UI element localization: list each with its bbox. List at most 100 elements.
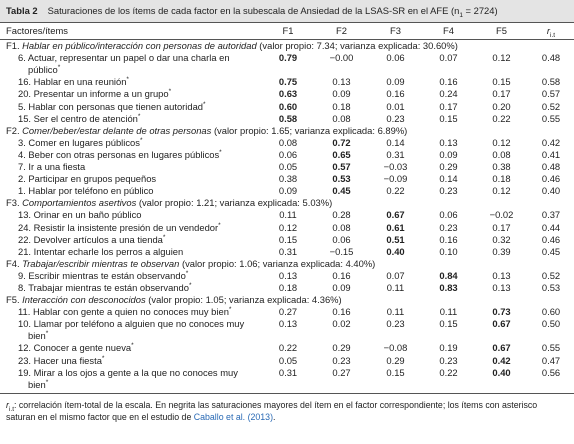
value-cell: −0.08 — [383, 342, 408, 354]
value-cell: 0.67 — [386, 209, 405, 221]
item-cell: 13. Orinar en un baño público — [0, 209, 262, 221]
value-cell: 0.27 — [314, 366, 369, 394]
value-cell: 0.23 — [439, 185, 458, 197]
item-cell: 8. Trabajar mientras te están observando… — [0, 282, 262, 294]
item-asterisk: * — [203, 100, 206, 108]
item-text: 24. Resistir la insistente presión de un… — [18, 221, 219, 233]
item-cell: 12. Conocer a gente nueva* — [0, 342, 262, 354]
item-text: 19. Mirar a los ojos a gente a la que no… — [18, 366, 238, 390]
value-cell: 0.05 — [278, 161, 298, 173]
footnote-text: : correlación ítem-total de la escala. E… — [6, 399, 538, 422]
item-wrap: 1. Hablar por teléfono en público — [18, 185, 260, 197]
item-asterisk: * — [228, 306, 232, 314]
section-row: F4. Trabajar/escribir mientras te observ… — [0, 258, 574, 270]
item-asterisk: * — [185, 269, 189, 277]
value-cell: 0.67 — [492, 342, 511, 354]
item-cell: 20. Presentar un informe a un grupo* — [0, 88, 262, 100]
item-text: 23. Hacer una fiesta — [18, 354, 102, 366]
value-cell: 0.23 — [439, 221, 458, 233]
value-cell: 0.56 — [528, 366, 574, 394]
value-cell: −0.00 — [329, 52, 354, 64]
item-asterisk: * — [101, 354, 105, 362]
item-cell: 2. Participar en grupos pequeños — [0, 173, 262, 185]
item-text: 10. Llamar por teléfono a alguien que no… — [18, 318, 245, 342]
item-asterisk: * — [131, 342, 134, 350]
value-cell: 0.55 — [541, 342, 561, 354]
value-cell: 0.14 — [386, 136, 405, 148]
section-label: F4. — [6, 257, 20, 269]
section-stats: (valor propio: 1.05; varianza explicada:… — [148, 294, 342, 306]
footnote: ri.t: correlación ítem-total de la escal… — [0, 394, 574, 428]
item-row: 21. Intentar echarle los perros a alguie… — [0, 246, 574, 258]
value-cell: 0.13 — [278, 318, 298, 330]
item-row: 12. Conocer a gente nueva* 0.22 0.29 −0.08 0… — [0, 342, 574, 354]
value-cell: 0.23 — [439, 354, 458, 366]
value-cell: 0.15 — [439, 112, 458, 124]
item-asterisk: * — [188, 281, 192, 289]
item-text: 13. Orinar en un baño público — [18, 209, 142, 221]
item-row: 1. Hablar por teléfono en público 0.09 0.4… — [0, 185, 574, 197]
item-text: 6. Actuar, representar un papel o dar un… — [18, 52, 230, 76]
value-cell: 0.51 — [386, 233, 405, 245]
value-cell: 0.45 — [541, 245, 561, 257]
item-text: 7. Ir a una fiesta — [18, 161, 86, 173]
value-cell: 0.53 — [332, 173, 351, 185]
item-asterisk: * — [45, 378, 49, 386]
value-cell: 0.16 — [332, 306, 351, 318]
item-cell: 21. Intentar echarle los perros a alguie… — [0, 246, 262, 258]
section-stats: (valor propio: 1.06; varianza explicada:… — [181, 257, 376, 269]
value-cell: 0.12 — [492, 52, 511, 64]
value-cell: 0.09 — [278, 185, 298, 197]
section-row: F5. Interacción con desconocidos (valor … — [0, 294, 574, 306]
value-cell: 0.08 — [332, 221, 351, 233]
value-cell: 0.08 — [332, 112, 351, 124]
item-wrap: 13. Orinar en un baño público — [18, 209, 260, 221]
item-asterisk: * — [168, 88, 172, 96]
item-row: 15. Ser el centro de atención* 0.58 0.08 0.… — [0, 113, 574, 125]
item-text: 20. Presentar un informe a un grupo — [18, 88, 169, 100]
value-cell: 0.40 — [386, 245, 405, 257]
value-cell: 0.44 — [541, 221, 561, 233]
value-cell: 0.23 — [332, 354, 351, 366]
item-asterisk: * — [219, 148, 222, 156]
reference-link[interactable]: Caballo et al. (2013) — [193, 411, 274, 422]
value-cell: −0.02 — [489, 209, 514, 221]
value-cell: 0.73 — [492, 306, 511, 318]
rit-symbol: r — [546, 25, 551, 36]
section-label: F1. — [6, 40, 20, 52]
value-cell: 0.11 — [386, 281, 405, 293]
section-label: F3. — [6, 197, 20, 209]
item-text: 15. Ser el centro de atención — [18, 112, 138, 124]
value-cell: 0.31 — [386, 148, 405, 160]
value-cell: 0.45 — [332, 185, 351, 197]
value-cell: −0.09 — [383, 173, 408, 185]
value-cell: 0.17 — [492, 221, 511, 233]
value-cell: 0.46 — [541, 173, 561, 185]
item-asterisk: * — [45, 330, 49, 338]
value-cell: 0.38 — [492, 161, 511, 173]
value-cell: 0.65 — [332, 148, 351, 160]
item-cell: 15. Ser el centro de atención* — [0, 113, 262, 125]
item-text: 3. Comer en lugares públicos — [18, 136, 140, 148]
item-wrap: 15. Ser el centro de atención* — [18, 113, 260, 125]
item-cell: 16. Hablar en una reunión* — [0, 76, 262, 88]
footnote-symbol: r — [6, 399, 9, 410]
item-row: 6. Actuar, representar un papel o dar un… — [0, 52, 574, 76]
value-cell: 0.01 — [386, 100, 405, 112]
value-cell: 0.40 — [541, 185, 561, 197]
value-cell: 0.55 — [541, 112, 561, 124]
caption-sub: 1 — [459, 11, 463, 19]
item-asterisk: * — [137, 112, 141, 120]
item-row: 22. Devolver artículos a una tienda* 0.15… — [0, 234, 574, 246]
value-cell: 0.12 — [492, 185, 511, 197]
item-row: 13. Orinar en un baño público 0.11 0.28 0.6… — [0, 209, 574, 221]
value-cell: 0.22 — [422, 366, 475, 394]
caption-end: = 2724) — [462, 5, 498, 16]
section-cell: F5. Interacción con desconocidos (valor … — [0, 294, 574, 306]
footnote-end: . — [273, 411, 276, 422]
value-cell: 0.06 — [439, 209, 458, 221]
value-cell: 0.11 — [439, 306, 458, 318]
item-wrap: 16. Hablar en una reunión* — [18, 76, 260, 88]
item-row: 24. Resistir la insistente presión de un… — [0, 222, 574, 234]
